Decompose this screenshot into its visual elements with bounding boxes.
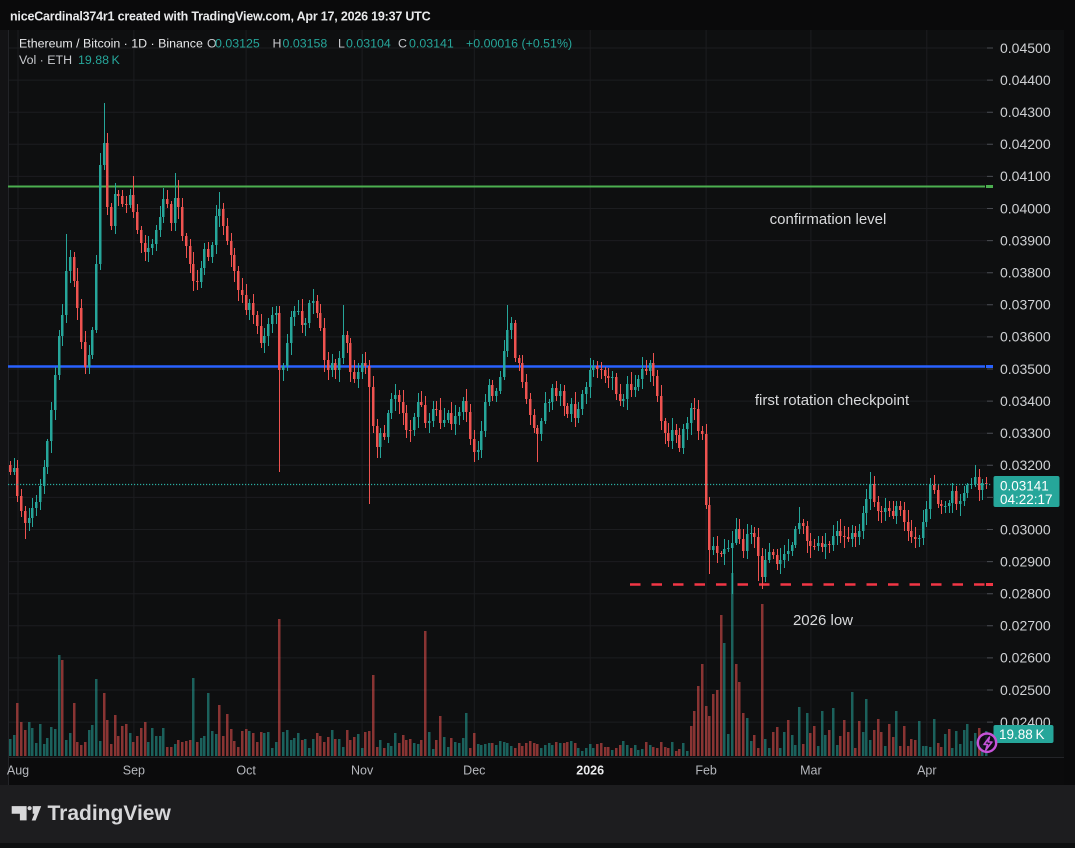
svg-text:Ethereum / Bitcoin · 1D · Bina: Ethereum / Bitcoin · 1D · Binance O0.0312… xyxy=(19,37,572,51)
svg-text:Mar: Mar xyxy=(800,764,822,778)
svg-text:0.03900: 0.03900 xyxy=(1000,232,1051,248)
svg-text:TradingView: TradingView xyxy=(48,802,172,825)
svg-text:0.03400: 0.03400 xyxy=(1000,393,1051,409)
svg-text:0.03200: 0.03200 xyxy=(1000,457,1051,473)
svg-text:Aug: Aug xyxy=(7,764,29,778)
svg-text:0.04500: 0.04500 xyxy=(1000,40,1051,56)
svg-text:Apr: Apr xyxy=(917,764,936,778)
svg-text:0.04200: 0.04200 xyxy=(1000,136,1051,152)
svg-text:0.04300: 0.04300 xyxy=(1000,104,1051,120)
svg-text:2026: 2026 xyxy=(576,764,604,778)
svg-text:0.02900: 0.02900 xyxy=(1000,553,1051,569)
svg-text:2026 low: 2026 low xyxy=(793,612,853,629)
svg-text:0.02700: 0.02700 xyxy=(1000,618,1051,634)
svg-text:0.02500: 0.02500 xyxy=(1000,682,1051,698)
svg-text:0.03000: 0.03000 xyxy=(1000,521,1051,537)
svg-text:0.04000: 0.04000 xyxy=(1000,200,1051,216)
svg-text:0.03500: 0.03500 xyxy=(1000,361,1051,377)
svg-text:0.03700: 0.03700 xyxy=(1000,297,1051,313)
svg-text:0.03300: 0.03300 xyxy=(1000,425,1051,441)
svg-text:04:22:17: 04:22:17 xyxy=(1000,492,1053,507)
svg-text:confirmation level: confirmation level xyxy=(770,211,887,228)
svg-text:19.88 K: 19.88 K xyxy=(999,727,1045,742)
svg-text:0.03141: 0.03141 xyxy=(1000,479,1049,494)
svg-text:0.04400: 0.04400 xyxy=(1000,72,1051,88)
svg-text:Oct: Oct xyxy=(236,764,256,778)
svg-text:Sep: Sep xyxy=(123,764,145,778)
svg-text:Feb: Feb xyxy=(695,764,717,778)
svg-text:Dec: Dec xyxy=(463,764,485,778)
svg-text:0.04100: 0.04100 xyxy=(1000,168,1051,184)
svg-text:first rotation checkpoint: first rotation checkpoint xyxy=(755,392,910,409)
svg-text:0.02600: 0.02600 xyxy=(1000,650,1051,666)
svg-text:Nov: Nov xyxy=(351,764,374,778)
svg-text:0.03600: 0.03600 xyxy=(1000,329,1051,345)
svg-text:0.02800: 0.02800 xyxy=(1000,586,1051,602)
svg-text:niceCardinal374r1 created with: niceCardinal374r1 created with TradingVi… xyxy=(10,10,431,24)
svg-text:0.03800: 0.03800 xyxy=(1000,265,1051,281)
